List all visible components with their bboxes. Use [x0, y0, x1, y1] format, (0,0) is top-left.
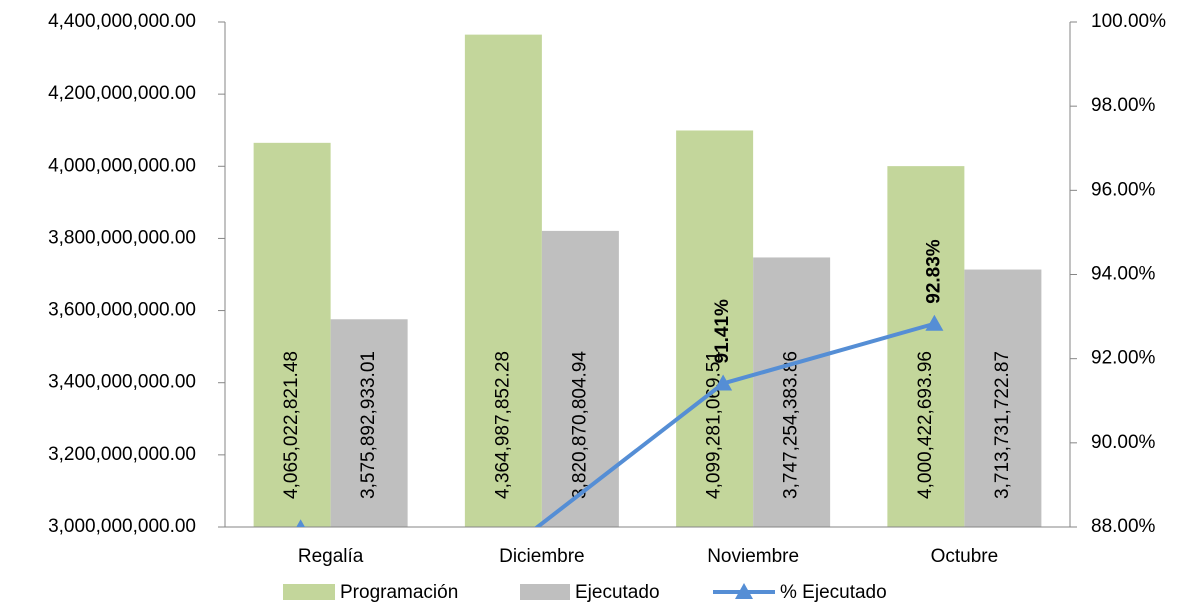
line-layer — [296, 314, 944, 527]
bar — [887, 166, 965, 527]
legend-label: Programación — [340, 582, 458, 603]
bar-value-label: 4,099,281,069.51 — [704, 351, 725, 499]
line-marker — [714, 374, 733, 391]
x-tick-label: Octubre — [931, 546, 999, 567]
y-tick-label: 4,200,000,000.00 — [48, 83, 196, 104]
x-tick-label: Regalía — [298, 546, 364, 567]
bar — [330, 319, 408, 527]
legend-marker — [735, 583, 753, 599]
y2-tick-label: 88.00% — [1091, 516, 1156, 537]
y-tick-label: 4,000,000,000.00 — [48, 155, 196, 176]
bar — [541, 230, 619, 527]
y-tick-label: 3,600,000,000.00 — [48, 300, 196, 321]
line-marker — [925, 314, 944, 331]
y2-tick-label: 94.00% — [1091, 264, 1156, 285]
y2-tick-label: 92.00% — [1091, 348, 1156, 369]
x-tick-label: Diciembre — [499, 546, 585, 567]
y2-tick-label: 100.00% — [1091, 11, 1166, 32]
y2-tick-label: 90.00% — [1091, 432, 1156, 453]
y2-tick-label: 96.00% — [1091, 179, 1156, 200]
bar — [253, 142, 331, 527]
bar-value-label: 3,747,254,383.86 — [781, 351, 802, 499]
bar-value-label: 3,820,870,804.94 — [569, 351, 590, 499]
legend-label: % Ejecutado — [780, 582, 887, 603]
bar — [676, 130, 754, 527]
y2-tick-label: 98.00% — [1091, 95, 1156, 116]
bar — [753, 257, 831, 527]
bar-value-label: 3,575,892,933.01 — [358, 351, 379, 499]
y-tick-label: 3,800,000,000.00 — [48, 227, 196, 248]
bar-value-label: 4,364,987,852.28 — [492, 351, 513, 499]
x-tick-label: Noviembre — [707, 546, 799, 567]
y-tick-label: 4,400,000,000.00 — [48, 11, 196, 32]
bar-value-label: 4,000,422,693.96 — [915, 351, 936, 499]
y-tick-label: 3,400,000,000.00 — [48, 372, 196, 393]
bar — [464, 34, 542, 527]
y-tick-label: 3,000,000,000.00 — [48, 516, 196, 537]
line-marker — [296, 519, 305, 527]
legend-swatch — [520, 584, 570, 600]
line — [300, 321, 935, 527]
legend-label: Ejecutado — [575, 582, 660, 603]
line-value-label: 92.83% — [923, 239, 944, 304]
bar-value-label: 3,713,731,722.87 — [992, 351, 1013, 499]
bar — [964, 269, 1042, 527]
legend-swatch — [283, 584, 335, 600]
bar-value-label: 4,065,022,821.48 — [281, 351, 302, 499]
y-tick-label: 3,200,000,000.00 — [48, 444, 196, 465]
line-value-label: 91.41% — [712, 299, 733, 364]
